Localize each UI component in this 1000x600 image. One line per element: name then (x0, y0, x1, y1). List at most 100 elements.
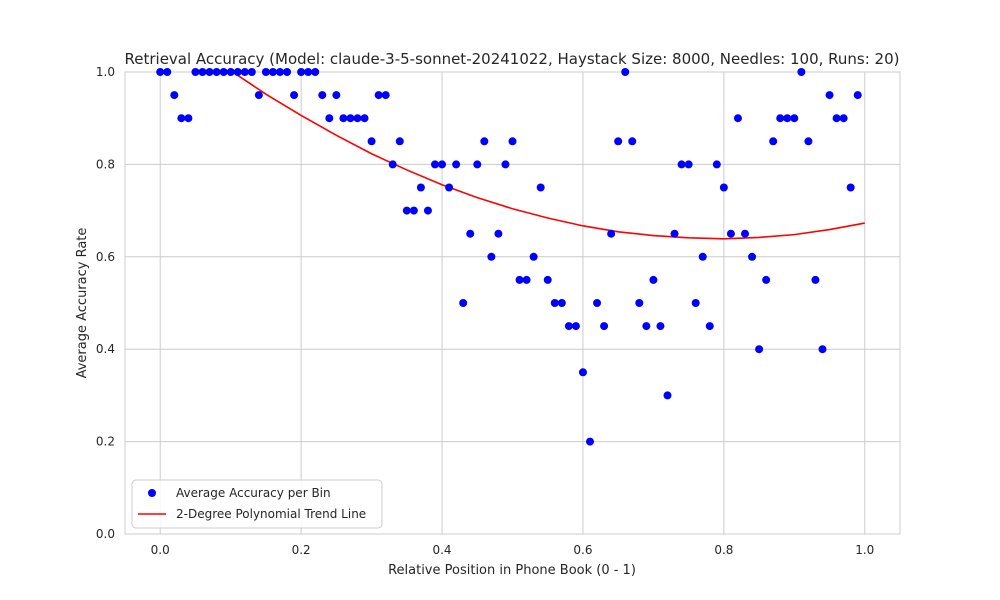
x-axis-label: Relative Position in Phone Book (0 - 1) (388, 563, 636, 578)
scatter-point (846, 183, 855, 192)
scatter-point (346, 114, 355, 123)
scatter-point (741, 229, 749, 238)
y-axis-label: Average Accuracy Rate (75, 228, 90, 379)
scatter-point (459, 299, 468, 307)
scatter-point (557, 299, 566, 307)
scatter-point (325, 114, 334, 123)
scatter-point (564, 322, 573, 331)
scatter-point (790, 114, 799, 123)
scatter-point (769, 137, 778, 146)
x-tick-label: 0.8 (714, 543, 733, 557)
scatter-point (776, 114, 785, 123)
scatter-point (677, 160, 686, 169)
scatter-point (550, 299, 559, 307)
scatter-point (712, 160, 721, 169)
scatter-point (853, 91, 862, 100)
scatter-point (804, 137, 813, 146)
scatter-point (628, 137, 637, 146)
scatter-point (480, 137, 489, 146)
scatter-point (818, 345, 827, 354)
scatter-point (508, 137, 517, 146)
scatter-point (367, 137, 376, 146)
scatter-point (353, 114, 362, 123)
scatter-point (268, 68, 277, 76)
scatter-point (501, 160, 510, 169)
scatter-point (416, 183, 425, 192)
y-tick-label: 1.0 (96, 65, 115, 79)
scatter-point (642, 322, 651, 331)
scatter-point (163, 68, 172, 76)
scatter-point (261, 68, 270, 76)
x-tick-label: 0.4 (432, 543, 451, 557)
scatter-point (593, 299, 602, 307)
scatter-point (600, 322, 609, 331)
scatter-point (586, 437, 594, 446)
scatter-point (663, 391, 672, 400)
scatter-points (156, 68, 862, 446)
scatter-point (276, 68, 284, 76)
y-tick-label: 0.6 (96, 250, 115, 264)
x-tick-label: 0.6 (573, 543, 592, 557)
scatter-point (578, 368, 587, 377)
scatter-point (832, 114, 841, 123)
scatter-point (797, 68, 806, 76)
scatter-point (536, 183, 545, 192)
scatter-point (733, 114, 742, 123)
scatter-point (212, 68, 221, 76)
legend-label-trend: 2-Degree Polynomial Trend Line (176, 507, 366, 521)
scatter-point (515, 275, 524, 284)
scatter-point (205, 68, 214, 76)
y-tick-label: 0.0 (96, 527, 115, 541)
scatter-point (705, 322, 714, 331)
scatter-point (529, 252, 538, 261)
scatter-point (423, 206, 432, 215)
scatter-point (621, 68, 630, 76)
scatter-point (332, 91, 341, 100)
scatter-point (283, 68, 292, 76)
scatter-point (811, 275, 820, 284)
scatter-point (304, 68, 313, 76)
scatter-point (473, 160, 482, 169)
chart-title: Retrieval Accuracy (Model: claude-3-5-so… (125, 50, 900, 68)
scatter-point (726, 229, 735, 238)
scatter-point (254, 91, 263, 100)
scatter-point (571, 322, 580, 331)
scatter-point (522, 275, 531, 284)
scatter-point (226, 68, 235, 76)
legend-box (131, 479, 383, 529)
scatter-point (311, 68, 320, 76)
scatter-point (755, 345, 764, 354)
scatter-point (318, 91, 327, 100)
scatter-point (170, 91, 179, 100)
scatter-point (374, 91, 383, 100)
scatter-point (198, 68, 207, 76)
trend-line (231, 72, 865, 240)
scatter-point (219, 68, 228, 76)
scatter-point (184, 114, 193, 123)
scatter-point (431, 160, 439, 169)
scatter-point (297, 68, 306, 76)
scatter-point (698, 252, 707, 261)
scatter-point (719, 183, 728, 192)
scatter-point (607, 229, 616, 238)
legend-marker-points (148, 489, 156, 497)
y-tick-label: 0.4 (96, 342, 115, 356)
scatter-point (360, 114, 369, 123)
scatter-point (670, 229, 679, 238)
legend: Average Accuracy per Bin 2-Degree Polyno… (131, 479, 383, 529)
plot-frame (124, 71, 901, 535)
x-tick-label: 0.2 (292, 543, 311, 557)
scatter-point (614, 137, 623, 146)
scatter-point (388, 160, 397, 169)
legend-label-points: Average Accuracy per Bin (176, 486, 331, 500)
scatter-point (177, 114, 186, 123)
scatter-point (290, 91, 299, 100)
scatter-point (691, 299, 700, 307)
scatter-point (494, 229, 503, 238)
scatter-point (452, 160, 461, 169)
y-tick-label: 0.8 (96, 157, 115, 171)
x-tick-label: 1.0 (855, 543, 874, 557)
scatter-point (191, 68, 200, 76)
scatter-point (240, 68, 249, 76)
